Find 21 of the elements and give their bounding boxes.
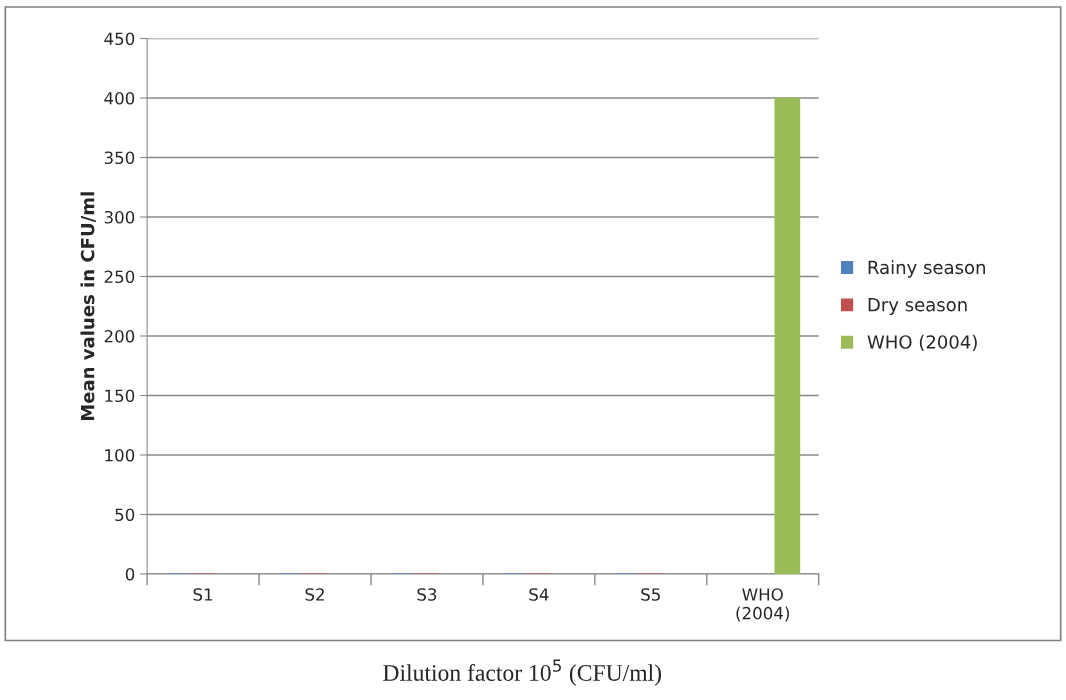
y-tick-label: 100 — [105, 448, 135, 462]
y-tick-label: 50 — [115, 508, 135, 522]
x-tick-label: S3 — [417, 588, 437, 601]
y-tick-label: 300 — [104, 210, 135, 224]
y-tick-label: 0 — [125, 567, 135, 581]
legend-label: Dry season — [868, 298, 967, 315]
y-tick-label: 150 — [105, 389, 135, 403]
legend-label: WHO (2004) — [867, 334, 977, 351]
y-tick-label: 450 — [104, 32, 135, 46]
x-tick-label: S4 — [529, 588, 549, 601]
x-tick-label: S2 — [305, 588, 324, 601]
x-tick-label: S1 — [193, 588, 213, 601]
x-tick-label: S5 — [641, 588, 660, 601]
x-axis-title: Dilution factor 10$^{5}$ (CFU/ml) — [383, 659, 662, 686]
y-axis-title: Mean values in CFU/ml — [80, 192, 96, 421]
y-tick-label: 200 — [104, 329, 135, 343]
y-tick-label: 350 — [104, 151, 135, 165]
legend-label: Rainy season — [868, 260, 985, 278]
y-tick-label: 250 — [104, 270, 135, 284]
x-tick-label: WHO (2004) — [736, 588, 789, 622]
y-tick-label: 400 — [104, 91, 135, 105]
